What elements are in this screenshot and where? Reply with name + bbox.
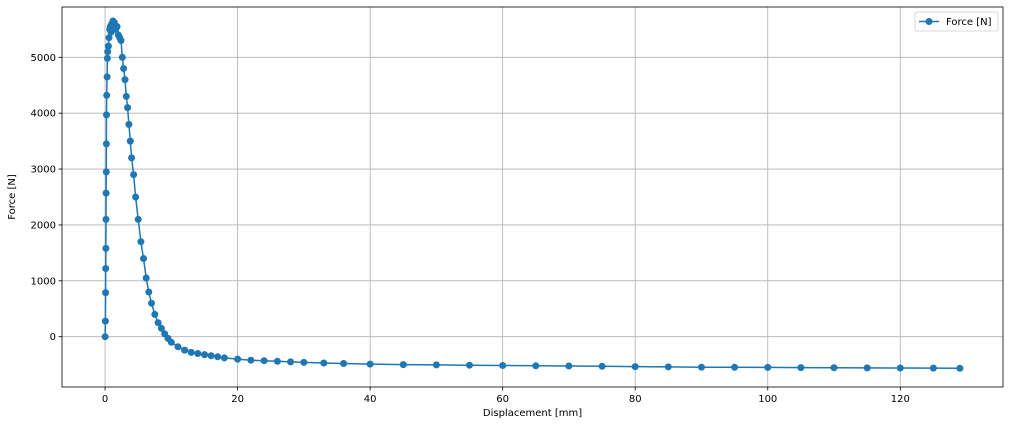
axes-ticks: 0 20 40 60 80 100 120 0 1000 2000 3000 4000 5000 <box>31 53 910 405</box>
data-point <box>101 333 109 341</box>
data-point <box>118 53 126 61</box>
data-point <box>103 73 111 81</box>
data-point <box>698 363 705 371</box>
data-point <box>102 215 110 223</box>
legend: Force [N] <box>914 11 999 32</box>
data-point <box>151 310 159 318</box>
y-tick-label: 0 <box>50 332 56 343</box>
data-point <box>134 215 142 223</box>
data-point <box>207 352 215 360</box>
legend-box <box>914 11 999 32</box>
data-point <box>105 34 113 42</box>
data-point <box>137 238 145 246</box>
data-point <box>340 360 348 367</box>
data-point <box>287 358 295 366</box>
data-point <box>565 362 573 370</box>
y-tick-label: 3000 <box>31 165 56 176</box>
data-point <box>104 42 112 50</box>
x-tick-label: 40 <box>364 394 377 405</box>
data-point <box>664 363 672 371</box>
data-point <box>130 171 138 179</box>
data-point <box>929 364 937 372</box>
data-point <box>956 364 964 372</box>
data-point <box>220 354 228 362</box>
data-point <box>320 359 328 367</box>
data-point <box>103 111 110 119</box>
data-point <box>432 361 440 369</box>
data-point <box>125 120 133 128</box>
x-tick-label: 20 <box>231 394 244 405</box>
data-point <box>214 353 222 361</box>
data-point <box>234 355 242 363</box>
data-point <box>102 189 110 197</box>
data-point <box>154 319 162 327</box>
data-point <box>101 317 109 325</box>
data-point <box>194 350 202 357</box>
data-point <box>102 289 110 297</box>
data-point <box>126 137 134 145</box>
data-point <box>103 54 111 62</box>
data-point <box>121 76 129 84</box>
data-point <box>896 364 904 372</box>
data-point <box>124 104 132 112</box>
y-tick-label: 2000 <box>31 220 56 231</box>
data-point <box>122 92 130 100</box>
data-point <box>300 358 308 366</box>
data-point <box>260 357 268 365</box>
x-tick-label: 80 <box>629 394 642 405</box>
y-axis-label: Force [N] <box>7 174 18 220</box>
data-point <box>366 360 374 368</box>
x-axis-label: Displacement [mm] <box>483 408 582 419</box>
data-point <box>187 348 195 356</box>
y-tick-label: 5000 <box>31 53 56 64</box>
series-line <box>104 19 960 370</box>
data-point <box>102 140 110 148</box>
y-tick-label: 1000 <box>31 276 56 287</box>
data-point <box>167 338 175 346</box>
data-point <box>598 362 606 370</box>
data-point <box>145 288 153 296</box>
data-point <box>731 363 739 371</box>
x-tick-label: 60 <box>496 394 509 405</box>
x-tick-label: 120 <box>891 394 910 405</box>
data-point <box>132 193 140 201</box>
data-point <box>117 37 125 44</box>
data-point <box>830 364 838 372</box>
grid <box>62 7 1003 387</box>
data-point <box>181 346 189 354</box>
data-point <box>113 23 121 31</box>
data-point <box>120 65 128 72</box>
data-point <box>142 274 150 282</box>
data-point <box>128 154 136 162</box>
data-point <box>157 324 165 332</box>
data-point <box>174 343 182 351</box>
data-point <box>499 362 507 369</box>
data-point <box>631 363 639 371</box>
data-point <box>102 168 110 176</box>
data-point <box>140 255 147 262</box>
data-point <box>102 265 110 272</box>
data-point <box>103 91 111 99</box>
x-tick-label: 100 <box>758 394 777 405</box>
data-point <box>102 244 110 252</box>
legend-label: Force [N] <box>946 17 992 28</box>
data-point <box>273 357 281 365</box>
data-point <box>247 356 255 364</box>
data-point <box>104 48 112 56</box>
plot-frame <box>61 6 1004 388</box>
legend-marker <box>925 18 933 25</box>
data-point <box>148 299 155 307</box>
data-point <box>201 351 208 359</box>
data-point <box>532 362 540 370</box>
data-point <box>399 361 407 369</box>
plot-area <box>101 17 964 372</box>
data-point <box>863 364 871 372</box>
data-point <box>764 363 772 371</box>
data-point <box>797 364 805 372</box>
y-tick-label: 4000 <box>31 109 56 120</box>
data-point <box>466 361 473 369</box>
x-tick-label: 0 <box>102 394 108 405</box>
